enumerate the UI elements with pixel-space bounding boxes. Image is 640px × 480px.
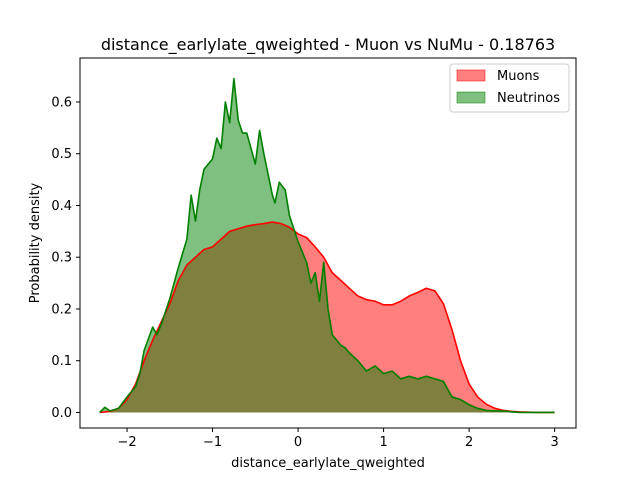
plot-frame — [79, 57, 577, 429]
x-axis-ticks: −2 −1 0 1 2 3 — [117, 428, 559, 450]
y-tick-label: 0.3 — [51, 251, 72, 266]
y-tick-label: 0.5 — [51, 147, 72, 162]
x-tick-label: −2 — [117, 435, 136, 450]
y-axis-label: Probability density — [28, 182, 43, 303]
y-tick-label: 0.2 — [51, 302, 72, 317]
y-tick-label: 0.0 — [51, 406, 72, 421]
series-lines — [99, 77, 555, 414]
x-tick-label: 1 — [379, 435, 387, 450]
y-axis-ticks: 0.0 0.1 0.2 0.3 0.4 0.5 0.6 — [51, 95, 80, 421]
series-areas — [99, 78, 555, 413]
x-tick-label: 0 — [294, 435, 302, 450]
legend-label-muons: Muons — [497, 69, 540, 84]
x-tick-label: 2 — [465, 435, 473, 450]
y-tick-label: 0.1 — [51, 354, 72, 369]
chart-title: distance_earlylate_qweighted - Muon vs N… — [101, 35, 555, 55]
line-muons — [99, 221, 555, 414]
x-axis-label: distance_earlylate_qweighted — [231, 456, 425, 471]
legend-label-neutrinos: Neutrinos — [497, 91, 560, 106]
area-neutrinos — [99, 78, 555, 413]
x-tick-label: −1 — [203, 435, 222, 450]
y-tick-label: 0.4 — [51, 199, 72, 214]
legend: Muons Neutrinos — [449, 63, 570, 113]
legend-swatch-neutrinos — [456, 91, 486, 104]
y-tick-label: 0.6 — [51, 95, 72, 110]
legend-swatch-muons — [456, 69, 486, 82]
x-tick-label: 3 — [550, 435, 558, 450]
line-neutrinos — [99, 77, 555, 414]
